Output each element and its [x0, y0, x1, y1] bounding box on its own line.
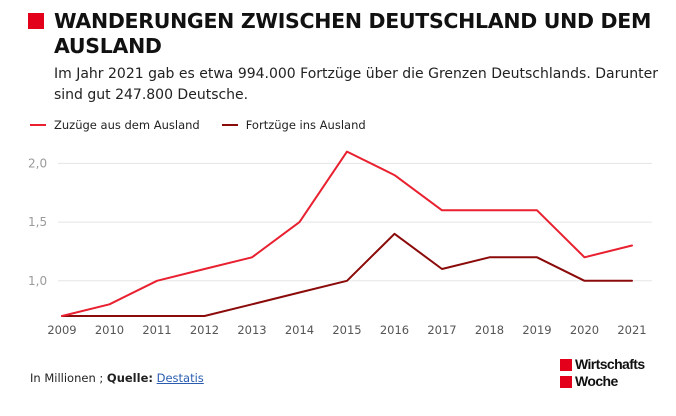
grid-layer — [58, 162, 652, 282]
logo-line-1: Wirtschafts — [575, 356, 645, 372]
x-tick-label: 2020 — [570, 323, 599, 337]
series-line-fortzuege — [61, 232, 633, 317]
source-label: Quelle: — [106, 371, 153, 385]
x-axis-ticks: 2009 2010 2011 2012 2013 2014 2015 2016 2017 2018… — [47, 323, 646, 337]
unit-note: In Millionen ; — [30, 371, 104, 385]
y-axis-ticks: 1,0 1,5 2,0 — [28, 156, 47, 287]
legend-item-fortzuege[interactable]: Fortzüge ins Ausland — [221, 118, 366, 132]
legend-label-fortzuege: Fortzüge ins Ausland — [245, 118, 366, 132]
x-tick-label: 2015 — [332, 323, 361, 337]
x-tick-label: 2012 — [190, 323, 219, 337]
logo-square-icon — [560, 358, 572, 371]
x-tick-label: 2016 — [380, 323, 409, 337]
title-block: WANDERUNGEN ZWISCHEN DEUTSCHLAND UND DEM… — [28, 9, 668, 59]
source-link[interactable]: Destatis — [156, 371, 204, 385]
x-tick-label: 2009 — [47, 323, 76, 337]
y-tick-label: 1,0 — [28, 274, 47, 288]
legend: Zuzüge aus dem Ausland Fortzüge ins Ausl… — [30, 117, 388, 133]
chart-title: WANDERUNGEN ZWISCHEN DEUTSCHLAND UND DEM… — [54, 9, 652, 58]
x-tick-label: 2010 — [95, 323, 124, 337]
x-tick-label: 2018 — [475, 323, 504, 337]
legend-swatch-fortzuege — [221, 124, 238, 126]
line-chart: 1,01,52,0 2009 2010 2011 2012 2013 2014 2015 20… — [28, 150, 652, 337]
legend-item-zuzuege[interactable]: Zuzüge aus dem Ausland — [30, 118, 200, 132]
x-tick-label: 2014 — [285, 323, 314, 337]
logo-line-2: Woche — [575, 373, 618, 389]
y-tick-label: 1,5 — [28, 215, 47, 229]
x-tick-label: 2021 — [617, 323, 646, 337]
legend-label-zuzuege: Zuzüge aus dem Ausland — [54, 118, 200, 132]
x-tick-label: 2017 — [427, 323, 456, 337]
chart-subtitle: Im Jahr 2021 gab es etwa 994.000 Fortzüg… — [54, 66, 658, 103]
x-tick-label: 2013 — [237, 323, 266, 337]
series-layer — [61, 150, 633, 317]
wirtschaftswoche-logo[interactable]: Wirtschafts Woche — [560, 356, 652, 390]
x-tick-label: 2011 — [142, 323, 171, 337]
y-tick-label: 2,0 — [28, 156, 47, 170]
logo-square-icon — [560, 375, 572, 388]
title-marker — [28, 13, 44, 29]
footer: In Millionen ; Quelle: Destatis — [30, 371, 204, 385]
legend-swatch-zuzuege — [30, 124, 46, 126]
series-line-zuzuege — [61, 150, 633, 317]
x-tick-label: 2019 — [522, 323, 551, 337]
